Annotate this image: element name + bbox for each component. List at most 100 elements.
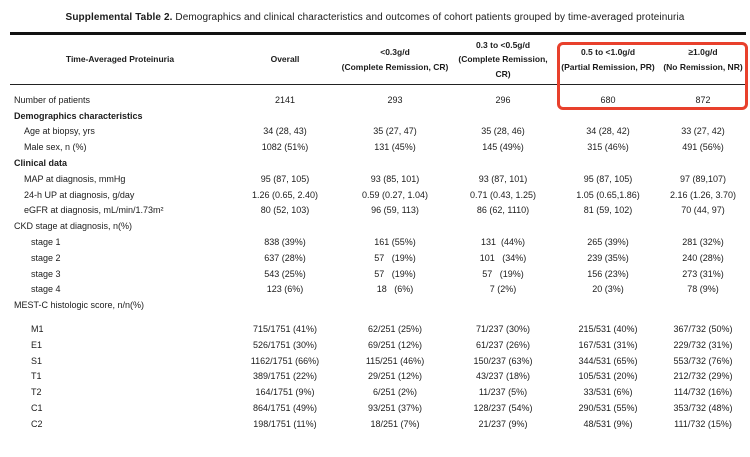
row-label: stage 3 — [31, 268, 61, 279]
cell-value: 156 (23%) — [587, 268, 629, 279]
table-row: S1 1162/1751 (66%) 115/251 (46%) 150/237 (6… — [10, 353, 746, 369]
row-label: MAP at diagnosis, mmHg — [24, 173, 126, 184]
cell-value: 114/732 (16%) — [673, 387, 733, 398]
cell-value: 265 (39%) — [587, 237, 629, 248]
column-header-line2: (Complete Remission, CR) — [341, 61, 449, 72]
row-label: E1 — [31, 339, 43, 350]
cell-value: 553/732 (76%) — [673, 355, 733, 366]
cell-value: 21/237 (9%) — [478, 418, 528, 429]
row-label: Male sex, n (%) — [24, 142, 87, 153]
cell-value: 11/237 (5%) — [478, 387, 528, 398]
row-label: S1 — [31, 355, 43, 366]
table-row: Demographics characteristics — [10, 108, 746, 124]
cell-value: 123 (6%) — [266, 284, 304, 295]
cell-value: 293 — [387, 94, 403, 105]
column-header-line1: 0.3 to <0.5g/d — [475, 39, 531, 50]
table-row: Number of patients 2141 293 296 680 872 — [10, 92, 746, 108]
cell-value: 2141 — [274, 94, 296, 105]
table-title-text: Demographics and clinical characteristic… — [175, 12, 685, 23]
cell-value: 239 (35%) — [587, 252, 629, 263]
cell-value: 71/237 (30%) — [475, 324, 531, 335]
cell-value: 33 (27, 42) — [681, 126, 725, 137]
table-row: stage 2 637 (28%) 57 (19%) 101 (34%) 239 (35… — [10, 250, 746, 266]
column-header-line1: Time-Averaged Proteinuria — [65, 54, 175, 65]
table-row: Male sex, n (%) 1082 (51%) 131 (45%) 145 (4… — [10, 139, 746, 155]
cell-value: 353/732 (48%) — [673, 403, 733, 414]
row-label: 24-h UP at diagnosis, g/day — [24, 189, 135, 200]
table-body: Number of patients 2141 293 296 680 872 Demogr… — [10, 85, 746, 432]
cell-value: 872 — [695, 94, 711, 105]
row-label: T1 — [31, 371, 42, 382]
cell-value: 34 (28, 42) — [586, 126, 630, 137]
cell-value: 164/1751 (9%) — [255, 387, 315, 398]
cell-value: 57 (19%) — [374, 252, 416, 263]
table-row: eGFR at diagnosis, mL/min/1.73m² 80 (52, … — [10, 203, 746, 219]
cell-value: 315 (46%) — [587, 142, 629, 153]
cell-value: 0.71 (0.43, 1.25) — [469, 189, 537, 200]
column-header: Overall — [230, 52, 340, 66]
cell-value: 128/237 (54%) — [473, 403, 533, 414]
cell-value: 198/1751 (11%) — [253, 418, 317, 429]
cell-value: 212/732 (29%) — [673, 371, 733, 382]
column-header-line1: Overall — [270, 54, 300, 65]
row-label: stage 2 — [31, 252, 61, 263]
cell-value: 344/531 (65%) — [578, 355, 638, 366]
table-row: M1 715/1751 (41%) 62/251 (25%) 71/237 (30%)… — [10, 321, 746, 337]
cell-value: 637 (28%) — [264, 252, 306, 263]
cell-value: 105/531 (20%) — [578, 371, 638, 382]
cell-value: 680 — [600, 94, 616, 105]
cell-value: 1.26 (0.65, 2.40) — [251, 189, 319, 200]
cell-value: 491 (56%) — [682, 142, 724, 153]
cell-value: 81 (59, 102) — [583, 205, 633, 216]
cell-value: 145 (49%) — [482, 142, 524, 153]
cell-value: 78 (9%) — [687, 284, 719, 295]
cell-value: 93 (87, 101) — [478, 173, 528, 184]
cell-value: 93/251 (37%) — [367, 403, 423, 414]
cell-value: 131 (44%) — [480, 237, 526, 248]
cell-value: 167/531 (31%) — [578, 339, 638, 350]
table-row: stage 3 543 (25%) 57 (19%) 57 (19%) 156 (23%… — [10, 266, 746, 282]
row-label: C1 — [31, 403, 43, 414]
cell-value: 93 (85, 101) — [370, 173, 420, 184]
table-row: 24-h UP at diagnosis, g/day 1.26 (0.65, 2… — [10, 187, 746, 203]
cell-value: 57 (19%) — [374, 268, 416, 279]
cell-value: 1.05 (0.65,1.86) — [576, 189, 640, 200]
cell-value: 111/732 (15%) — [674, 418, 732, 429]
cell-value: 80 (52, 103) — [260, 205, 310, 216]
table-row: T2 164/1751 (9%) 6/251 (2%) 11/237 (5%) 33/5… — [10, 384, 746, 400]
cell-value: 57 (19%) — [482, 268, 524, 279]
cell-value: 48/531 (9%) — [583, 418, 633, 429]
table-row: stage 1 838 (39%) 161 (55%) 131 (44%) 265 (3… — [10, 234, 746, 250]
table-row: C1 864/1751 (49%) 93/251 (37%) 128/237 (54%… — [10, 400, 746, 416]
table-row: MEST-C histologic score, n/n(%) — [10, 297, 746, 313]
table-row: stage 4 123 (6%) 18 (6%) 7 (2%) 20 (3%) 78 (9… — [10, 282, 746, 298]
cell-value: 18/251 (7%) — [370, 418, 420, 429]
cell-value: 61/237 (26%) — [475, 339, 531, 350]
table-header-row: Time-Averaged Proteinuria Overall <0.3g/d (… — [10, 35, 746, 85]
cell-value: 526/1751 (30%) — [252, 339, 318, 350]
table-row: C2 198/1751 (11%) 18/251 (7%) 21/237 (9%) 48… — [10, 416, 746, 432]
cell-value: 97 (89,107) — [679, 173, 727, 184]
row-label: T2 — [31, 387, 42, 398]
data-table: Time-Averaged Proteinuria Overall <0.3g/d (… — [10, 32, 748, 432]
cell-value: 161 (55%) — [374, 237, 416, 248]
row-label: stage 1 — [31, 237, 61, 248]
cell-value: 35 (27, 47) — [373, 126, 417, 137]
row-label: MEST-C histologic score, n/n(%) — [14, 300, 145, 311]
table-row: MAP at diagnosis, mmHg 95 (87, 105) 93 (85… — [10, 171, 746, 187]
column-header: <0.3g/d (Complete Remission, CR) — [340, 45, 450, 74]
column-header: 0.5 to <1.0g/d (Partial Remission, PR) — [556, 45, 660, 74]
cell-value: 33/531 (6%) — [583, 387, 633, 398]
cell-value: 150/237 (63%) — [473, 355, 533, 366]
column-header-line2: (Partial Remission, PR) — [561, 61, 655, 72]
cell-value: 1082 (51%) — [261, 142, 309, 153]
row-label: CKD stage at diagnosis, n(%) — [14, 221, 133, 232]
cell-value: 0.59 (0.27, 1.04) — [361, 189, 429, 200]
column-header: Time-Averaged Proteinuria — [10, 52, 230, 66]
cell-value: 273 (31%) — [682, 268, 724, 279]
cell-value: 101 (34%) — [479, 252, 527, 263]
row-label: Clinical data — [14, 158, 68, 169]
cell-value: 240 (28%) — [682, 252, 724, 263]
table-row: T1 389/1751 (22%) 29/251 (12%) 43/237 (18%)… — [10, 369, 746, 385]
cell-value: 543 (25%) — [264, 268, 306, 279]
